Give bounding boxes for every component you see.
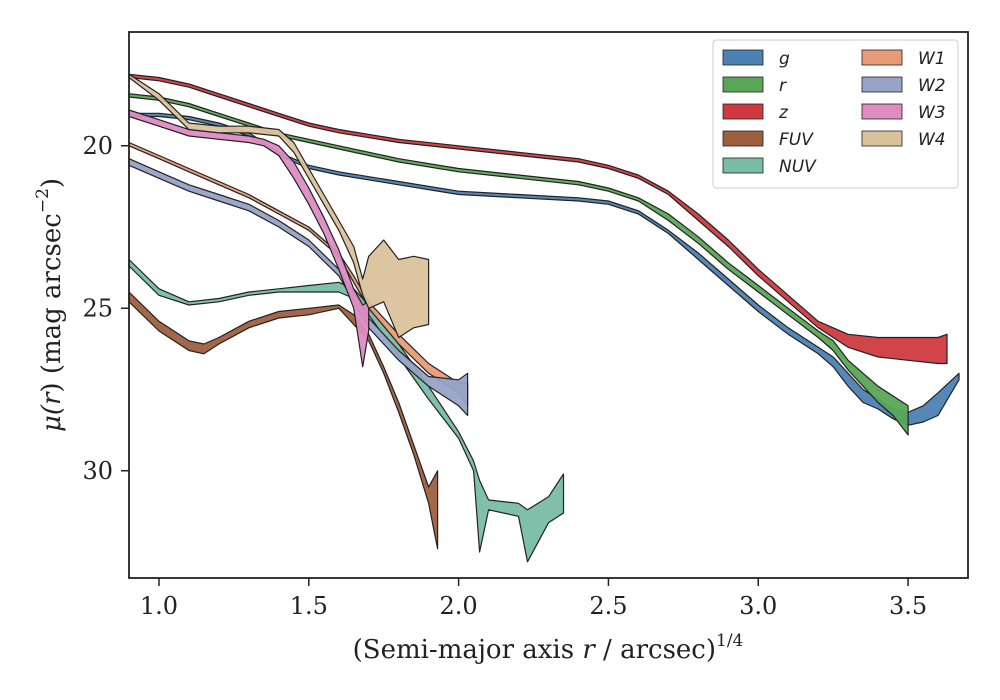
legend-swatch-w3: [861, 103, 903, 120]
legend-swatch-w4: [861, 130, 903, 147]
legend-swatch-g: [722, 49, 764, 66]
legend-label-r: r: [779, 76, 787, 96]
legend-items: grz FUV NUV W1 W2 W3 W4: [722, 49, 946, 177]
x-tick-label: 1.0: [140, 592, 178, 620]
legend-label-nuv: NUV: [779, 157, 817, 177]
y-tick-label: 25: [82, 294, 113, 322]
band-w3: [128, 109, 370, 368]
legend-swatch-nuv: [722, 157, 764, 174]
band-nuv: [128, 258, 565, 563]
legend-swatch-w1: [861, 49, 903, 66]
band-z: [128, 73, 948, 365]
legend-label-fuv: FUV: [779, 130, 814, 150]
legend-swatch-z: [722, 103, 764, 120]
band-w4: [128, 73, 430, 339]
y-axis: 20 25 30: [82, 132, 129, 485]
y-tick-label: 20: [82, 132, 113, 160]
legend-label-g: g: [779, 49, 790, 69]
legend-label-w3: W3: [918, 103, 946, 123]
band-layer: [128, 73, 960, 563]
y-tick-label: 30: [82, 457, 113, 485]
legend-swatch-r: [722, 76, 764, 93]
band-w2: [128, 158, 469, 417]
x-tick-label: 1.5: [290, 592, 328, 620]
band-g: [128, 112, 960, 426]
legend-swatch-fuv: [722, 130, 764, 147]
x-axis: 1.0 1.5 2.0 2.5 3.0 3.5: [140, 578, 927, 620]
legend-label-z: z: [778, 103, 789, 123]
legend-label-w2: W2: [918, 76, 946, 96]
legend-label-w4: W4: [918, 130, 946, 150]
x-axis-label: (Semi-major axis r / arcsec)1/4: [353, 631, 744, 665]
legend-label-w1: W1: [918, 49, 946, 69]
x-tick-label: 3.5: [889, 592, 927, 620]
x-tick-label: 2.0: [440, 592, 478, 620]
band-fuv: [128, 291, 439, 550]
band-r: [128, 93, 909, 436]
plot-frame: [128, 31, 969, 579]
legend: grz FUV NUV W1 W2 W3 W4: [712, 39, 959, 189]
x-tick-label: 3.0: [739, 592, 777, 620]
y-axis-label: μ(r) (mag arcsec−2): [33, 178, 67, 432]
x-tick-label: 2.5: [589, 592, 627, 620]
legend-swatch-w2: [861, 76, 903, 93]
